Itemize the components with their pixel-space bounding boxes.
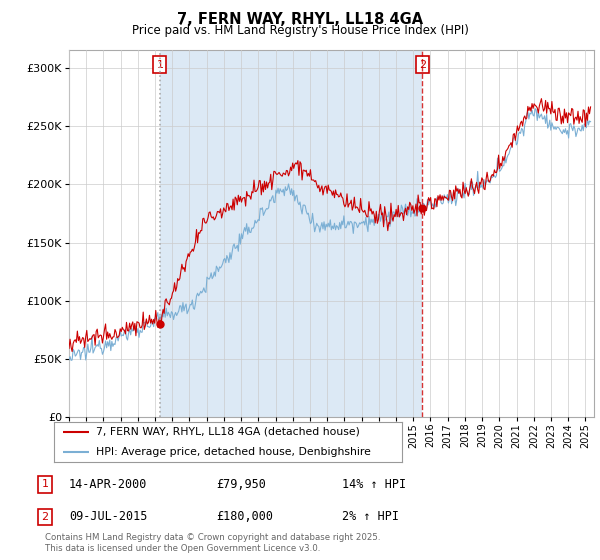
Text: 14% ↑ HPI: 14% ↑ HPI — [342, 478, 406, 491]
Text: 09-JUL-2015: 09-JUL-2015 — [69, 510, 148, 524]
Bar — [160, 50, 422, 417]
Text: Price paid vs. HM Land Registry's House Price Index (HPI): Price paid vs. HM Land Registry's House … — [131, 24, 469, 37]
Text: HPI: Average price, detached house, Denbighshire: HPI: Average price, detached house, Denb… — [96, 447, 371, 457]
Text: Contains HM Land Registry data © Crown copyright and database right 2025.
This d: Contains HM Land Registry data © Crown c… — [45, 533, 380, 553]
Text: 2: 2 — [41, 512, 49, 522]
Text: £79,950: £79,950 — [216, 478, 266, 491]
Text: 1: 1 — [41, 479, 49, 489]
Text: 2% ↑ HPI: 2% ↑ HPI — [342, 510, 399, 524]
Text: 7, FERN WAY, RHYL, LL18 4GA: 7, FERN WAY, RHYL, LL18 4GA — [177, 12, 423, 27]
Text: 7, FERN WAY, RHYL, LL18 4GA (detached house): 7, FERN WAY, RHYL, LL18 4GA (detached ho… — [96, 427, 359, 437]
Text: 1: 1 — [157, 59, 163, 69]
Text: 14-APR-2000: 14-APR-2000 — [69, 478, 148, 491]
Text: 2: 2 — [419, 59, 426, 69]
Text: £180,000: £180,000 — [216, 510, 273, 524]
